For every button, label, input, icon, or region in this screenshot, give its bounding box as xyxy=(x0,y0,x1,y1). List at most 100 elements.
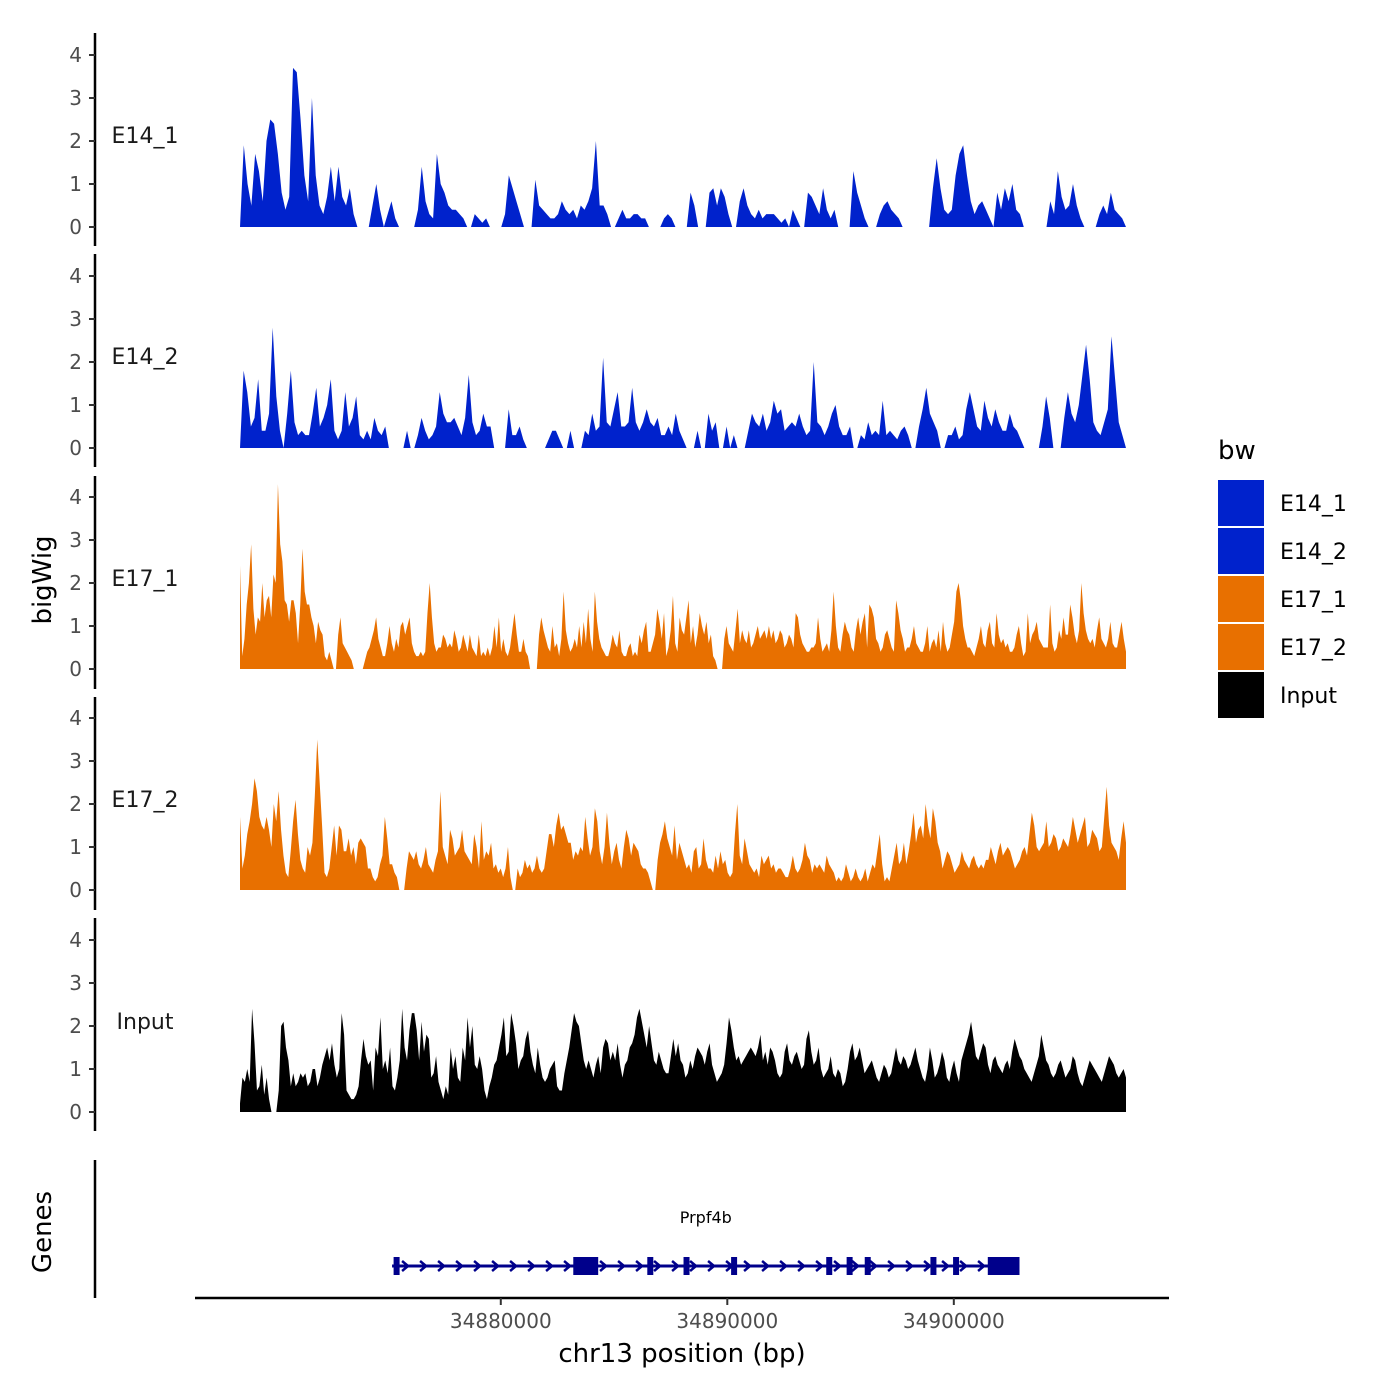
strand-arrow xyxy=(815,1260,825,1272)
y-tick-label: 0 xyxy=(69,657,82,681)
legend-title: bw xyxy=(1218,436,1256,466)
signal-area-e14-2 xyxy=(240,327,1126,448)
x-axis-title: chr13 position (bp) xyxy=(558,1339,805,1369)
signal-area-e14-1 xyxy=(240,67,1126,228)
y-axis-title: bigWig xyxy=(28,535,58,624)
y-tick-label: 3 xyxy=(69,307,82,331)
y-tick-label: 0 xyxy=(69,878,82,902)
gene-exon xyxy=(393,1257,400,1275)
strand-arrow xyxy=(419,1260,429,1272)
strand-arrow xyxy=(617,1260,627,1272)
legend-key-e17-1 xyxy=(1218,576,1264,622)
strand-arrow xyxy=(887,1260,897,1272)
gene-exon xyxy=(864,1257,871,1275)
strand-arrow xyxy=(923,1260,933,1272)
strand-arrow xyxy=(455,1260,465,1272)
strand-arrow xyxy=(905,1260,915,1272)
track-e17-2: 0 1 2 3 4 E17_2 xyxy=(69,697,1126,910)
y-tick-label: 1 xyxy=(69,835,82,859)
y-tick-label: 4 xyxy=(69,706,82,730)
gene-exon-large xyxy=(987,1257,1020,1275)
track-e14-1: 0 1 2 3 4 E14_1 xyxy=(69,33,1126,246)
track-label: E17_1 xyxy=(112,567,179,592)
legend-label-e14-2: E14_2 xyxy=(1280,540,1347,565)
x-tick-label: 34890000 xyxy=(676,1309,778,1333)
strand-arrow xyxy=(833,1260,843,1272)
track-e17-1: 0 1 2 3 4 E17_1 xyxy=(69,476,1126,689)
y-tick-label: 1 xyxy=(69,1057,82,1081)
y-tick-label: 4 xyxy=(69,43,82,67)
legend-label-e14-1: E14_1 xyxy=(1280,492,1347,517)
track-e14-2: 0 1 2 3 4 E14_2 xyxy=(69,254,1126,467)
gene-exon xyxy=(731,1257,738,1275)
strand-arrow xyxy=(743,1260,753,1272)
gene-exon-large xyxy=(573,1257,599,1275)
gene-exon xyxy=(930,1257,937,1275)
strand-arrow xyxy=(959,1260,969,1272)
legend-label-e17-2: E17_2 xyxy=(1280,636,1347,661)
x-tick-label: 34900000 xyxy=(903,1309,1005,1333)
strand-arrow xyxy=(401,1260,411,1272)
track-label: E14_1 xyxy=(112,124,179,149)
genes-axis-title: Genes xyxy=(28,1191,58,1273)
signal-tracks: 0 1 2 3 4 E14_1 0 1 2 3 4 E14_2 0 1 2 3 4 E17_1 0 1 2 3 4 E17_2… xyxy=(69,33,1126,1131)
y-tick-label: 2 xyxy=(69,350,82,374)
legend-label-e17-1: E17_1 xyxy=(1280,588,1347,613)
strand-arrow xyxy=(671,1260,681,1272)
legend-key-e17-2 xyxy=(1218,624,1264,670)
x-axis: 34880000 34890000 34900000 xyxy=(195,1296,1169,1333)
strand-arrow xyxy=(437,1260,447,1272)
track-input: 0 1 2 3 4 Input xyxy=(69,918,1126,1131)
legend: bw E14_1 E14_2 E17_1 E17_2 Input xyxy=(1218,436,1347,718)
strand-arrow xyxy=(527,1260,537,1272)
y-tick-label: 2 xyxy=(69,129,82,153)
gene-exon xyxy=(953,1257,960,1275)
y-tick-label: 3 xyxy=(69,971,82,995)
y-tick-label: 4 xyxy=(69,928,82,952)
y-tick-label: 1 xyxy=(69,614,82,638)
y-tick-label: 0 xyxy=(69,1100,82,1124)
y-tick-label: 1 xyxy=(69,393,82,417)
strand-arrow xyxy=(563,1260,573,1272)
strand-arrow xyxy=(941,1260,951,1272)
signal-area-input xyxy=(240,1008,1126,1112)
y-tick-label: 3 xyxy=(69,749,82,773)
strand-arrow xyxy=(977,1260,987,1272)
track-label: E17_2 xyxy=(112,788,179,813)
y-tick-label: 3 xyxy=(69,86,82,110)
strand-arrow xyxy=(707,1260,717,1272)
strand-arrow xyxy=(491,1260,501,1272)
y-tick-label: 4 xyxy=(69,264,82,288)
track-label: Input xyxy=(117,1010,174,1035)
signal-area-e17-2 xyxy=(240,739,1126,890)
legend-label-input: Input xyxy=(1280,684,1337,709)
y-tick-label: 1 xyxy=(69,172,82,196)
strand-arrow xyxy=(599,1260,609,1272)
y-tick-label: 2 xyxy=(69,1014,82,1038)
strand-arrow xyxy=(653,1260,663,1272)
legend-key-e14-1 xyxy=(1218,480,1264,526)
strand-arrow xyxy=(851,1260,861,1272)
signal-area-e17-1 xyxy=(240,484,1126,669)
gene-label: Prpf4b xyxy=(680,1208,732,1227)
legend-key-e14-2 xyxy=(1218,528,1264,574)
y-tick-label: 0 xyxy=(69,436,82,460)
x-tick-label: 34880000 xyxy=(450,1309,552,1333)
strand-arrow xyxy=(689,1260,699,1272)
strand-arrow xyxy=(797,1260,807,1272)
gene-exon xyxy=(826,1257,833,1275)
y-tick-label: 3 xyxy=(69,528,82,552)
gene-exon xyxy=(647,1257,654,1275)
strand-arrow xyxy=(635,1260,645,1272)
gene-exon xyxy=(846,1257,853,1275)
strand-arrow xyxy=(545,1260,555,1272)
gene-exon xyxy=(683,1257,690,1275)
gene-track: Prpf4b xyxy=(93,1160,1020,1298)
y-tick-label: 2 xyxy=(69,571,82,595)
strand-arrow xyxy=(761,1260,771,1272)
strand-arrow xyxy=(869,1260,879,1272)
strand-arrow xyxy=(509,1260,519,1272)
y-tick-label: 2 xyxy=(69,792,82,816)
legend-key-input xyxy=(1218,672,1264,718)
